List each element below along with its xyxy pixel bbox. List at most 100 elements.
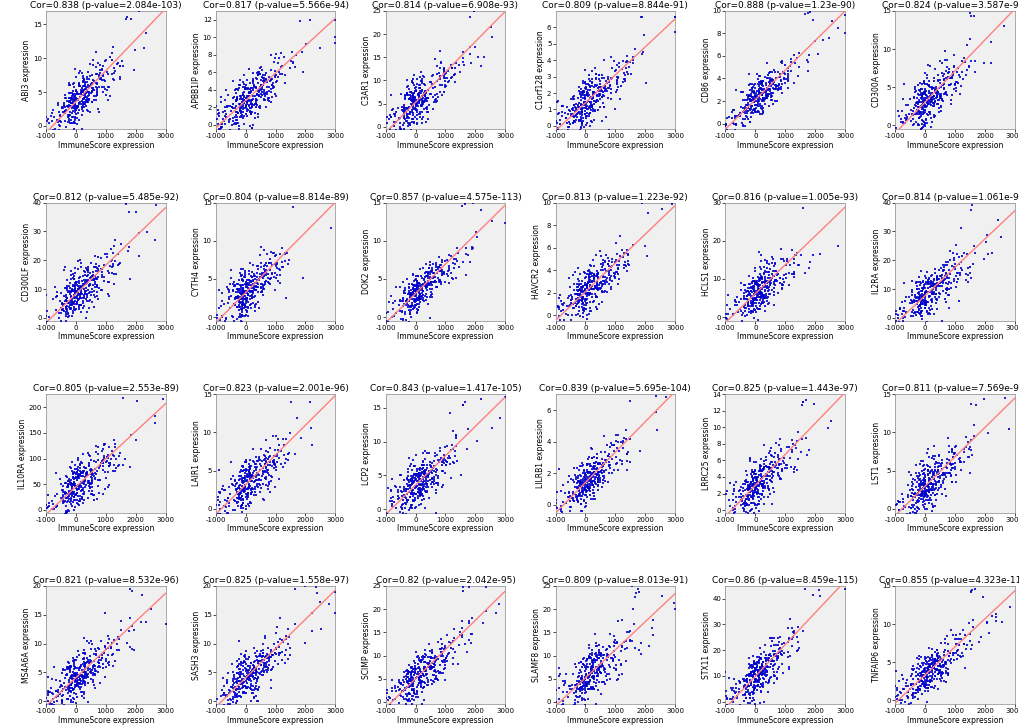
Point xyxy=(610,669,627,681)
Point xyxy=(414,279,430,290)
Point xyxy=(234,477,251,489)
Point xyxy=(127,192,144,204)
Point xyxy=(406,666,422,678)
Point xyxy=(245,90,261,102)
Point xyxy=(255,664,271,675)
Point xyxy=(753,488,769,499)
Point xyxy=(425,460,441,471)
Point xyxy=(265,454,281,466)
Point xyxy=(777,256,794,267)
Point xyxy=(906,108,922,120)
Point xyxy=(965,431,981,442)
Point xyxy=(592,89,608,101)
Point xyxy=(754,479,770,491)
Point xyxy=(68,675,85,687)
Point xyxy=(251,664,267,675)
Point xyxy=(764,655,781,666)
Point xyxy=(72,261,89,273)
Point xyxy=(576,92,592,104)
Point xyxy=(739,482,755,494)
Point xyxy=(748,656,764,668)
Point xyxy=(417,92,433,104)
Point xyxy=(757,276,773,287)
Point xyxy=(917,287,933,298)
Point xyxy=(755,84,771,96)
Point xyxy=(405,96,421,107)
Point xyxy=(580,277,596,288)
Point xyxy=(401,492,418,503)
Point xyxy=(238,309,255,320)
Point xyxy=(577,484,593,496)
Point xyxy=(59,470,75,482)
Point xyxy=(314,0,330,4)
Point xyxy=(913,290,929,302)
Point xyxy=(243,666,259,678)
Point xyxy=(919,480,935,492)
Point xyxy=(570,476,586,487)
Point xyxy=(559,121,576,133)
Point xyxy=(233,296,250,308)
Point xyxy=(77,287,94,298)
Point xyxy=(266,451,282,462)
Point xyxy=(784,444,800,456)
Point xyxy=(78,306,95,318)
Point xyxy=(596,263,612,274)
Point xyxy=(594,660,610,672)
Point xyxy=(399,665,416,677)
Point xyxy=(397,693,414,704)
Point xyxy=(211,486,227,498)
Point xyxy=(895,317,911,329)
Point xyxy=(57,477,73,489)
Point xyxy=(910,119,926,131)
Point xyxy=(424,91,440,102)
Point xyxy=(608,74,625,86)
Point xyxy=(87,271,103,282)
Point xyxy=(414,467,430,478)
Point xyxy=(69,101,86,113)
Point xyxy=(586,490,602,502)
Point xyxy=(392,481,409,493)
Point xyxy=(910,683,926,695)
Point xyxy=(571,679,587,690)
Point xyxy=(410,655,426,666)
Point xyxy=(938,72,955,83)
Point xyxy=(725,691,741,703)
Point xyxy=(74,84,91,96)
Point xyxy=(259,269,275,280)
Point xyxy=(739,675,755,687)
Point xyxy=(245,670,261,682)
Point xyxy=(421,263,437,274)
Point xyxy=(247,98,263,110)
Point xyxy=(804,188,820,200)
Point xyxy=(568,109,584,121)
Point xyxy=(923,96,940,107)
Point xyxy=(48,305,64,317)
Point xyxy=(245,671,261,682)
Point xyxy=(411,97,427,109)
Point xyxy=(52,295,68,307)
Point xyxy=(248,81,264,93)
Point xyxy=(284,57,301,68)
Point xyxy=(233,678,250,690)
Point xyxy=(904,660,920,672)
Point xyxy=(910,486,926,497)
Point xyxy=(263,674,279,686)
Point xyxy=(89,84,105,96)
Point xyxy=(390,697,407,709)
Point xyxy=(40,318,56,330)
Point xyxy=(261,277,277,289)
Point xyxy=(605,645,622,657)
Point xyxy=(580,269,596,281)
Point xyxy=(771,473,788,485)
Point xyxy=(925,682,942,694)
Point xyxy=(442,472,459,484)
Point xyxy=(79,654,96,666)
Point xyxy=(605,440,622,452)
Point xyxy=(551,303,568,314)
Point xyxy=(928,457,945,469)
Point xyxy=(916,463,932,475)
Point xyxy=(755,647,771,658)
Point xyxy=(746,285,762,297)
Point xyxy=(560,470,577,482)
Point xyxy=(587,681,603,693)
